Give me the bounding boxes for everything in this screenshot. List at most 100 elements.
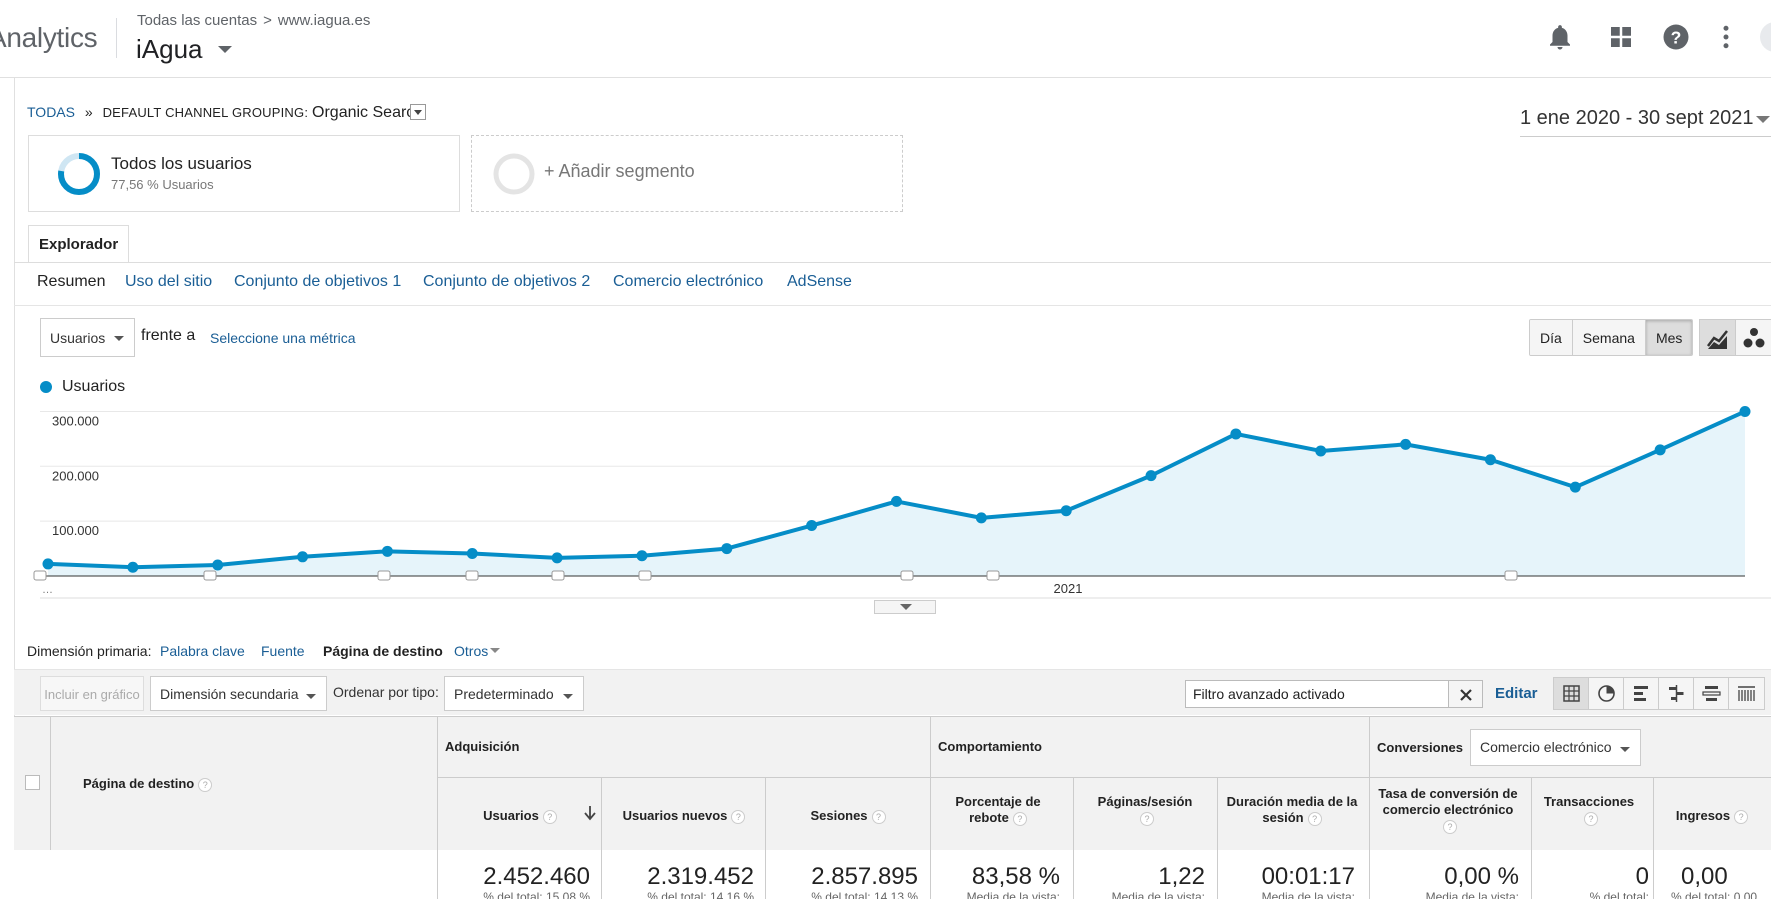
annotation-marker[interactable] — [986, 570, 1000, 581]
view-comparison-button[interactable] — [1659, 678, 1694, 709]
data-point[interactable] — [42, 558, 54, 570]
data-point[interactable] — [1739, 405, 1751, 417]
bell-icon[interactable] — [1545, 22, 1575, 52]
column-pages-per-session[interactable]: Páginas/sesión? — [1080, 794, 1210, 826]
annotation-marker[interactable] — [900, 570, 914, 581]
view-data-button[interactable] — [1554, 678, 1589, 709]
period-month-button[interactable]: Mes — [1645, 320, 1693, 355]
help-icon[interactable]: ? — [1307, 811, 1322, 826]
help-icon[interactable]: ? — [542, 809, 557, 824]
column-ecommerce-conversion-rate[interactable]: Tasa de conversión de comercio electróni… — [1373, 786, 1523, 834]
plot-rows-button[interactable]: Incluir en gráfico — [40, 676, 144, 711]
help-icon[interactable]: ? — [1140, 811, 1154, 826]
dimension-keyword-link[interactable]: Palabra clave — [160, 643, 245, 659]
crumb-site[interactable]: www.iagua.es — [277, 12, 371, 29]
column-new-users[interactable]: Usuarios nuevos? — [602, 808, 766, 824]
view-percentage-button[interactable] — [1589, 678, 1624, 709]
crumb-account[interactable]: Todas las cuentas — [137, 12, 258, 29]
data-point[interactable] — [1400, 438, 1412, 450]
data-point[interactable] — [466, 548, 478, 560]
users-chart[interactable]: 100.000 200.000 300.000 … 2021 — [0, 395, 1771, 605]
help-icon[interactable]: ? — [1443, 819, 1457, 834]
dimension-landing-page[interactable]: Página de destino — [323, 643, 443, 659]
advanced-filter-field[interactable]: Filtro avanzado activado — [1185, 680, 1449, 708]
data-point[interactable] — [381, 545, 393, 557]
data-point[interactable] — [721, 543, 733, 555]
chevron-down-icon[interactable] — [218, 46, 232, 53]
column-avg-session-duration[interactable]: Duración media de la sesión? — [1222, 794, 1362, 826]
data-point[interactable] — [1484, 454, 1496, 466]
account-breadcrumb[interactable]: Todas las cuentas > www.iagua.es — [137, 12, 370, 29]
view-performance-button[interactable] — [1624, 678, 1659, 709]
chevron-down-icon[interactable] — [490, 648, 500, 653]
motion-chart-button[interactable] — [1736, 320, 1771, 355]
sort-descending-icon[interactable] — [583, 805, 597, 821]
data-point[interactable] — [1060, 505, 1072, 517]
subtab-goal-set-1[interactable]: Conjunto de objetivos 1 — [234, 273, 402, 290]
tab-explorer[interactable]: Explorador — [28, 225, 129, 263]
data-point[interactable] — [1654, 444, 1666, 456]
data-point[interactable] — [891, 495, 902, 507]
help-icon[interactable]: ? — [198, 777, 213, 792]
edit-filter-link[interactable]: Editar — [1495, 685, 1538, 702]
data-point[interactable] — [1315, 445, 1327, 457]
data-point[interactable] — [975, 512, 987, 524]
property-selector[interactable]: iAgua — [136, 34, 203, 64]
annotation-marker[interactable] — [33, 570, 47, 581]
data-point[interactable] — [297, 551, 309, 563]
line-chart-button[interactable] — [1700, 320, 1736, 355]
column-bounce-rate[interactable]: Porcentaje de rebote? — [938, 794, 1058, 826]
help-icon[interactable]: ? — [1584, 811, 1598, 826]
column-sessions[interactable]: Sesiones? — [766, 808, 930, 824]
help-icon[interactable]: ? — [871, 809, 886, 824]
subtab-site-usage[interactable]: Uso del sitio — [125, 273, 213, 290]
segment-all-users[interactable]: Todos los usuarios 77,56 % Usuarios — [28, 135, 460, 212]
column-users[interactable]: Usuarios? — [438, 808, 602, 824]
metric-dropdown[interactable]: Usuarios — [40, 318, 135, 357]
data-point[interactable] — [1145, 470, 1157, 482]
select-all-checkbox[interactable] — [25, 775, 40, 790]
help-icon[interactable]: ? — [731, 809, 746, 824]
column-revenue[interactable]: Ingresos? — [1653, 808, 1771, 824]
subtab-summary[interactable]: Resumen — [37, 273, 106, 290]
date-range-selector[interactable]: 1 ene 2020 - 30 sept 2021 — [1520, 107, 1771, 137]
annotation-marker[interactable] — [377, 570, 391, 581]
period-day-button[interactable]: Día — [1530, 320, 1573, 355]
data-point[interactable] — [551, 552, 563, 564]
data-point[interactable] — [1230, 428, 1242, 440]
apps-grid-icon[interactable] — [1606, 22, 1636, 52]
avatar[interactable] — [1760, 22, 1771, 52]
dimension-header[interactable]: Página de destino? — [83, 776, 213, 792]
data-point[interactable] — [636, 550, 648, 562]
select-metric-link[interactable]: Seleccione una métrica — [210, 330, 356, 346]
annotation-marker[interactable] — [551, 570, 565, 581]
column-transactions[interactable]: Transacciones? — [1533, 794, 1645, 826]
data-point[interactable] — [127, 561, 139, 573]
clear-filter-button[interactable] — [1449, 680, 1483, 708]
annotation-marker[interactable] — [638, 570, 652, 581]
help-icon[interactable]: ? — [1734, 809, 1749, 824]
breadcrumb-root[interactable]: TODAS — [27, 104, 75, 120]
period-week-button[interactable]: Semana — [1572, 320, 1646, 355]
data-point[interactable] — [212, 559, 224, 571]
annotation-marker[interactable] — [1504, 570, 1518, 581]
conversions-dropdown[interactable]: Comercio electrónico — [1470, 729, 1641, 766]
view-term-cloud-button[interactable] — [1694, 678, 1729, 709]
add-segment-button[interactable]: + Añadir segmento — [471, 135, 903, 212]
dimension-source-link[interactable]: Fuente — [261, 643, 305, 659]
subtab-ecommerce[interactable]: Comercio electrónico — [613, 273, 764, 290]
subtab-adsense[interactable]: AdSense — [787, 273, 852, 290]
more-vert-icon[interactable] — [1711, 22, 1741, 52]
data-point[interactable] — [806, 520, 818, 532]
help-icon[interactable]: ? — [1661, 22, 1691, 52]
help-icon[interactable]: ? — [1012, 811, 1027, 826]
chevron-down-icon[interactable] — [1756, 116, 1770, 123]
data-point[interactable] — [1569, 481, 1581, 493]
chart-collapse-toggle[interactable] — [874, 600, 936, 614]
annotation-marker[interactable] — [465, 570, 479, 581]
dimension-other-link[interactable]: Otros — [454, 643, 489, 659]
subtab-goal-set-2[interactable]: Conjunto de objetivos 2 — [423, 273, 591, 290]
view-pivot-button[interactable] — [1729, 678, 1764, 709]
annotation-marker[interactable] — [203, 570, 217, 581]
grouping-dropdown-button[interactable] — [410, 104, 426, 120]
